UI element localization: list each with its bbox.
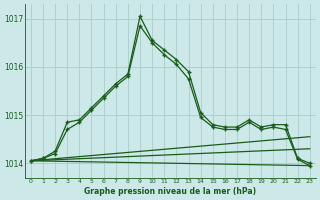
X-axis label: Graphe pression niveau de la mer (hPa): Graphe pression niveau de la mer (hPa) [84,187,256,196]
